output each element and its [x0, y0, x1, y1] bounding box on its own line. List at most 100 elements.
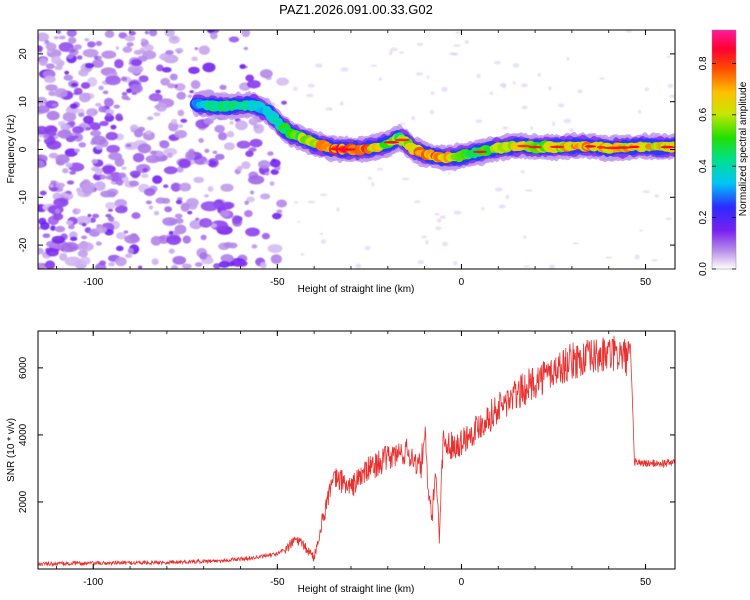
noise-blob: [494, 187, 503, 192]
noise-blob: [218, 260, 230, 268]
noise-blob: [127, 248, 134, 254]
noise-blob: [505, 194, 510, 200]
noise-blob: [453, 260, 458, 266]
noise-blob: [269, 181, 275, 186]
noise-blob: [248, 117, 259, 126]
noise-blob: [91, 135, 107, 146]
noise-blob: [521, 105, 528, 110]
noise-blob: [145, 200, 152, 205]
noise-blob: [159, 52, 174, 61]
noise-blob: [168, 121, 179, 132]
noise-blob: [249, 138, 263, 148]
noise-blob: [163, 184, 169, 189]
noise-blob: [73, 44, 82, 50]
noise-blob: [94, 181, 106, 191]
noise-blob: [210, 32, 218, 40]
noise-blob: [198, 138, 204, 143]
noise-blob: [637, 109, 642, 114]
noise-blob: [451, 52, 459, 56]
noise-blob: [69, 103, 78, 109]
spectrogram-x-tick-label: 50: [640, 277, 652, 288]
noise-blob: [93, 55, 99, 60]
noise-blob: [114, 198, 128, 208]
noise-blob: [129, 170, 141, 178]
noise-blob: [276, 199, 288, 208]
snr-x-tick-label: -100: [83, 577, 103, 588]
noise-blob: [204, 160, 210, 165]
noise-blob: [398, 51, 405, 54]
noise-blob: [434, 212, 440, 216]
noise-blob: [223, 142, 235, 151]
noise-blob: [148, 93, 163, 102]
noise-blob: [168, 248, 175, 254]
noise-blob: [294, 201, 299, 204]
noise-blob: [228, 36, 240, 43]
noise-blob: [142, 167, 148, 172]
noise-blob: [187, 94, 193, 99]
noise-blob: [155, 89, 161, 94]
noise-blob: [245, 74, 255, 82]
noise-blob: [46, 140, 62, 150]
noise-blob: [447, 172, 452, 175]
noise-blob: [552, 121, 556, 127]
noise-blob: [108, 262, 115, 267]
noise-blob: [569, 128, 574, 133]
spectrogram-y-tick-label: 10: [18, 96, 29, 108]
noise-blob: [79, 256, 91, 266]
noise-blob: [149, 150, 158, 155]
noise-blob: [51, 103, 58, 107]
noise-blob: [164, 206, 173, 213]
noise-blob: [38, 105, 50, 114]
colorbar-frame: [711, 29, 737, 270]
noise-blob: [220, 254, 234, 263]
noise-blob: [72, 126, 84, 134]
noise-blob: [498, 204, 506, 209]
noise-blob: [566, 56, 570, 61]
noise-blob: [417, 260, 425, 265]
noise-blob: [68, 37, 77, 44]
noise-blob: [370, 64, 378, 67]
snr-x-axis-label: Height of straight line (km): [298, 584, 415, 595]
noise-blob: [161, 67, 172, 73]
noise-blob: [156, 64, 164, 72]
noise-blob: [100, 190, 113, 198]
spectrogram-x-tick-label: 0: [459, 277, 465, 288]
noise-blob: [93, 175, 102, 181]
noise-blob: [525, 189, 533, 192]
noise-blob: [84, 62, 95, 69]
noise-blob: [217, 132, 228, 141]
noise-blob: [148, 205, 154, 210]
noise-blob: [73, 87, 83, 95]
ridge-peak: [584, 145, 597, 148]
noise-blob: [439, 215, 446, 220]
noise-blob: [55, 182, 66, 188]
noise-blob: [174, 130, 188, 139]
noise-blob: [64, 256, 82, 267]
noise-blob: [129, 180, 139, 187]
noise-blob: [62, 167, 69, 174]
noise-blob: [43, 75, 56, 83]
noise-blob: [42, 233, 51, 239]
ridge-peak: [383, 141, 400, 144]
noise-blob: [425, 239, 429, 245]
noise-blob: [175, 199, 183, 205]
noise-blob: [378, 77, 383, 81]
noise-blob: [95, 241, 102, 246]
noise-blob: [203, 117, 214, 125]
noise-blob: [307, 83, 315, 88]
noise-blob: [46, 110, 60, 121]
spectrogram-y-tick-label: 0: [18, 146, 29, 152]
noise-blob: [103, 166, 114, 175]
noise-blob: [307, 200, 316, 204]
spectrogram-noise: [38, 30, 675, 269]
noise-blob: [241, 161, 251, 170]
spectrogram-x-tick-label: -100: [83, 277, 103, 288]
noise-blob: [227, 242, 238, 249]
colorbar-tick-label: 0.2: [698, 210, 709, 224]
snr-x-tick-label: 50: [640, 577, 652, 588]
noise-blob: [548, 264, 556, 269]
noise-blob: [476, 73, 481, 79]
noise-blob: [121, 166, 127, 170]
noise-blob: [151, 258, 159, 266]
ridge-peak: [549, 145, 565, 149]
